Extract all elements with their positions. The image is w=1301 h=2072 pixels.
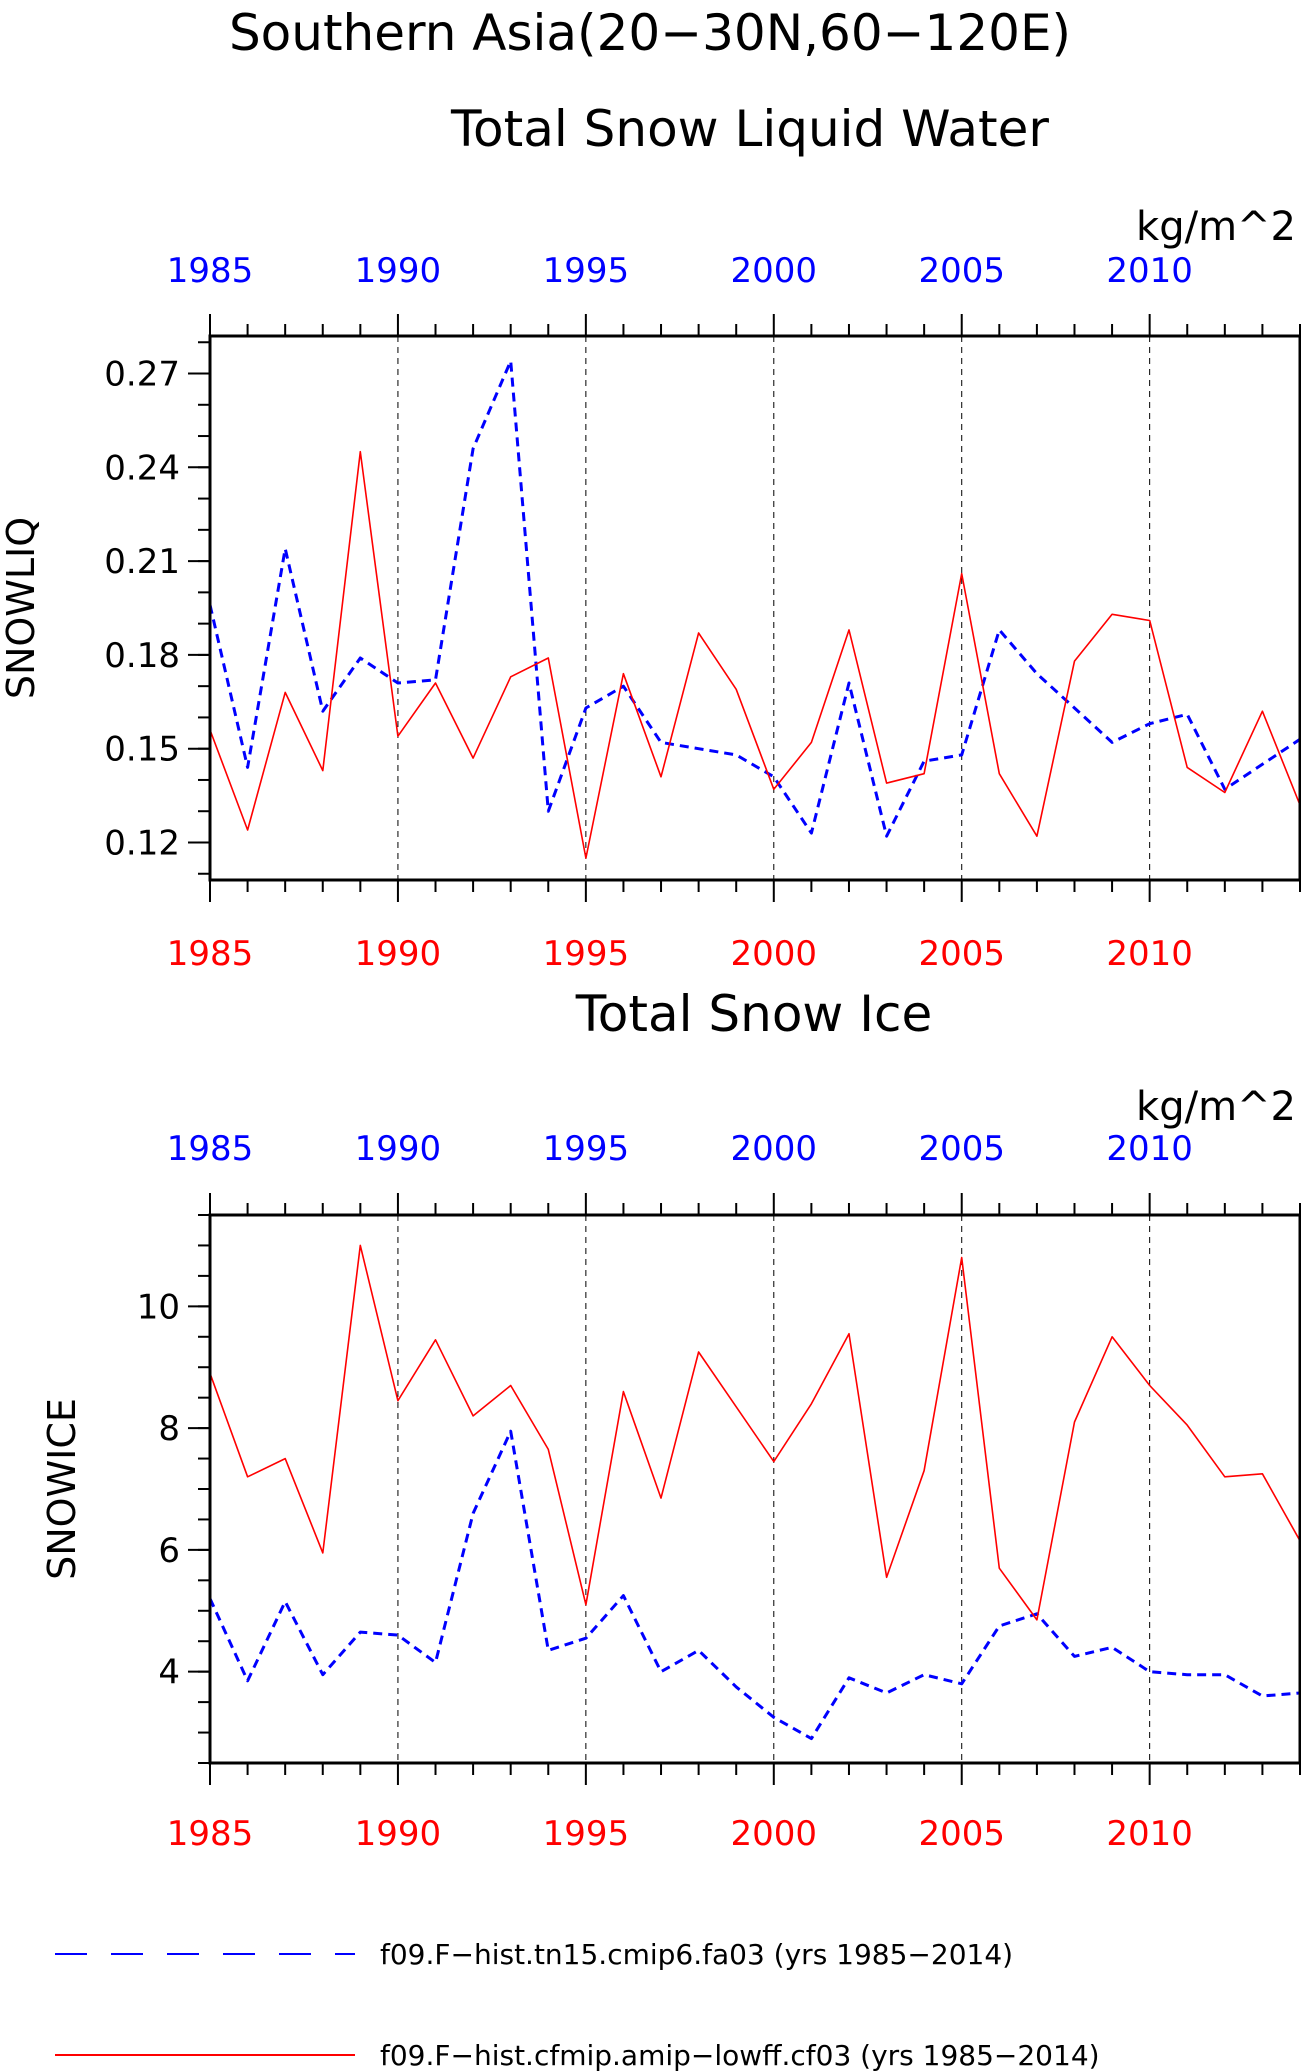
snowice-chart: 1985 1985 1990 1990 1995 1995 2000 2000 2005 2005… xyxy=(40,1084,1301,1854)
units-label: kg/m^2 xyxy=(1136,1084,1296,1130)
x-tick-label-bottom: 2000 xyxy=(731,934,818,974)
x-tick-label-top: 1995 xyxy=(543,1129,630,1169)
x-tick-label-bottom: 2005 xyxy=(918,934,1005,974)
x-tick-label-bottom: 2000 xyxy=(731,1814,818,1854)
x-tick-label-top: 2010 xyxy=(1106,1129,1193,1169)
x-tick-label-bottom: 1995 xyxy=(543,934,630,974)
y-axis-label: SNOWICE xyxy=(40,1398,84,1580)
y-tick-label: 8 xyxy=(158,1409,180,1449)
plot-frame xyxy=(208,334,1301,882)
red-solid-series-line xyxy=(209,1244,1301,1621)
x-tick-label-top: 2005 xyxy=(918,251,1005,291)
y-tick-label: 0.18 xyxy=(104,636,180,676)
x-tick-label-top: 2005 xyxy=(918,1129,1005,1169)
x-tick-label-top: 1985 xyxy=(167,251,254,291)
chart-1-title: Total Snow Liquid Water xyxy=(450,100,1049,158)
x-tick-label-top: 2000 xyxy=(731,251,818,291)
figure-title: Southern Asia(20−30N,60−120E) xyxy=(229,4,1071,62)
y-axis-label: SNOWLIQ xyxy=(0,517,43,699)
x-tick-label-top: 2000 xyxy=(731,1129,818,1169)
x-tick-label-bottom: 1995 xyxy=(543,1814,630,1854)
blue-dashed-series-line xyxy=(208,359,1301,838)
x-tick-label-bottom: 2010 xyxy=(1106,934,1193,974)
red-solid-series-line xyxy=(209,450,1301,859)
y-tick-label: 4 xyxy=(158,1653,180,1693)
x-tick-label-bottom: 2010 xyxy=(1106,1814,1193,1854)
x-tick-label-top: 2010 xyxy=(1106,251,1193,291)
legend: f09.F−hist.tn15.cmip6.fa03 (yrs 1985−201… xyxy=(55,1938,1100,2072)
x-tick-label-bottom: 2005 xyxy=(918,1814,1005,1854)
legend-label-blue: f09.F−hist.tn15.cmip6.fa03 (yrs 1985−201… xyxy=(380,1938,1013,1971)
x-tick-label-bottom: 1985 xyxy=(167,934,254,974)
snowliq-chart: 1985 1985 1990 1990 1995 1995 2000 2000 2005 2005… xyxy=(0,204,1301,974)
y-tick-label: 0.21 xyxy=(104,542,180,582)
y-tick-label: 0.24 xyxy=(104,448,180,488)
x-tick-label-top: 1990 xyxy=(355,251,442,291)
y-tick-label: 0.27 xyxy=(104,355,180,395)
blue-dashed-series-line xyxy=(208,1429,1301,1741)
x-tick-label-top: 1995 xyxy=(543,251,630,291)
units-label: kg/m^2 xyxy=(1136,204,1296,250)
x-tick-label-top: 1985 xyxy=(167,1129,254,1169)
legend-label-red: f09.F−hist.cfmip.amip−lowff.cf03 (yrs 19… xyxy=(380,2039,1100,2072)
y-tick-label: 10 xyxy=(137,1287,180,1327)
y-tick-label: 0.12 xyxy=(104,823,180,863)
x-tick-label-bottom: 1990 xyxy=(355,934,442,974)
x-tick-label-top: 1990 xyxy=(355,1129,442,1169)
y-tick-label: 0.15 xyxy=(104,730,180,770)
chart-2-title: Total Snow Ice xyxy=(575,985,932,1043)
y-tick-label: 6 xyxy=(158,1531,180,1571)
x-tick-label-bottom: 1985 xyxy=(167,1814,254,1854)
x-tick-label-bottom: 1990 xyxy=(355,1814,442,1854)
